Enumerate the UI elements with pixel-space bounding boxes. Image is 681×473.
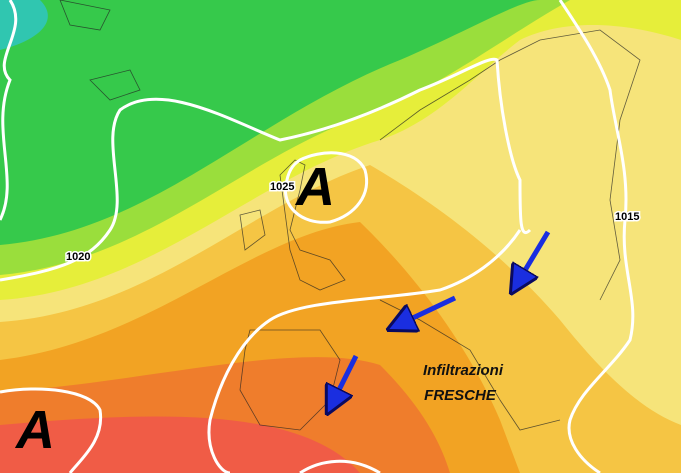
- annotation: Infiltrazioni: [423, 362, 504, 379]
- high-pressure-label: A: [14, 400, 55, 460]
- wind-arrows: [333, 230, 551, 402]
- annotation: FRESCHE: [424, 387, 497, 404]
- arrow: [333, 354, 359, 402]
- high-pressure-label: A: [294, 157, 335, 217]
- isobars: [0, 0, 635, 473]
- isobar-label: 1020: [66, 251, 90, 263]
- arrow: [400, 295, 457, 324]
- arrow: [518, 230, 551, 282]
- isobar-label: 1015: [615, 211, 639, 223]
- isobar-label: 1025: [270, 181, 294, 193]
